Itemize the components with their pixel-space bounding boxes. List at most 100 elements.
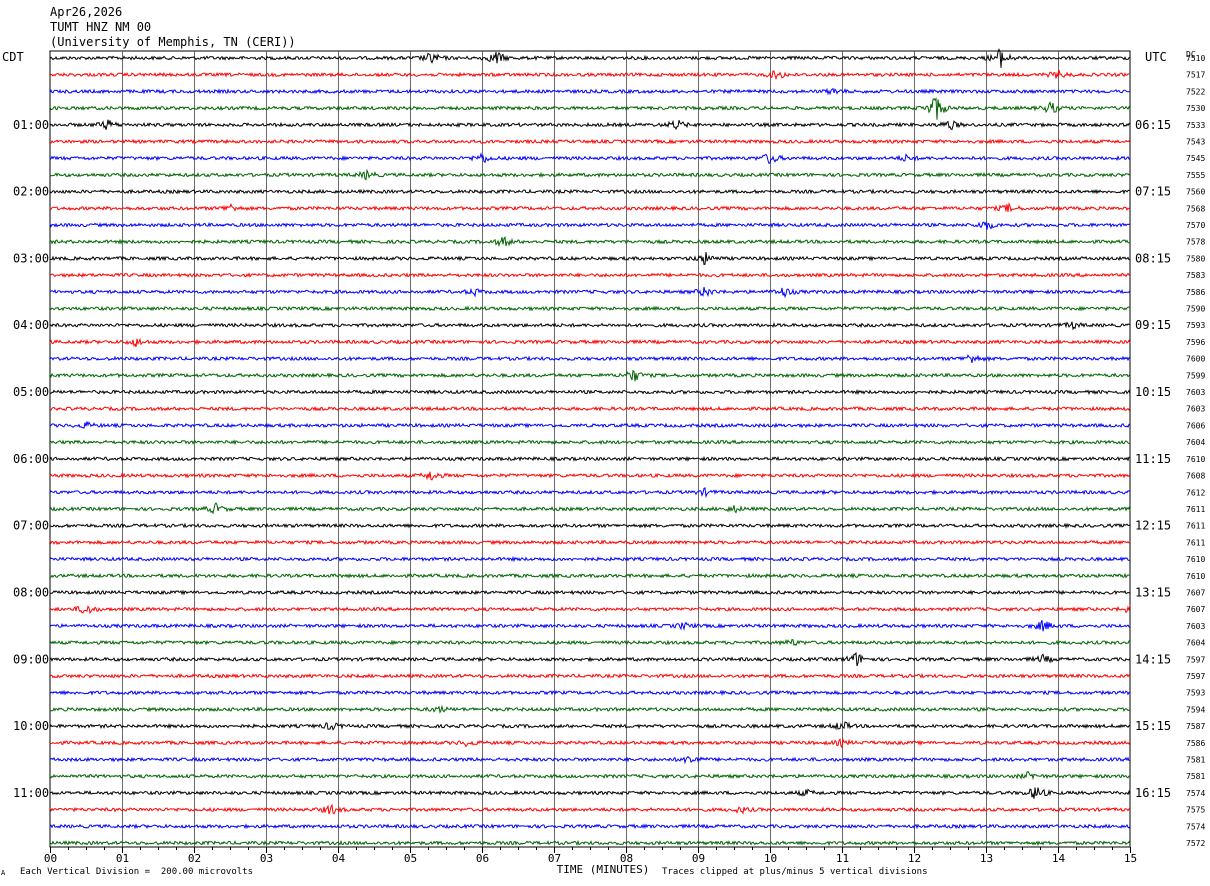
trace-line: [49, 787, 1131, 799]
cdt-hour-label: 06:00: [13, 452, 49, 466]
dc-offset-label: 7581: [1186, 772, 1205, 781]
dc-offset-label: 7610: [1186, 555, 1205, 564]
dc-offset-label: 7611: [1186, 522, 1205, 531]
dc-offset-label: 7607: [1186, 588, 1205, 597]
institution: (University of Memphis, TN (CERI)): [50, 35, 296, 49]
trace-line: [49, 388, 1131, 396]
dc-offset-label: 7586: [1186, 739, 1205, 748]
x-tick-label: 15: [1124, 852, 1137, 865]
dc-offset-label: 7560: [1186, 188, 1205, 197]
trace-line: [49, 48, 1131, 68]
trace-line: [49, 803, 1131, 815]
trace-line: [49, 152, 1131, 165]
trace-line: [49, 522, 1131, 529]
utc-hour-label: 08:15: [1135, 251, 1171, 265]
dc-offset-label: 7545: [1186, 154, 1205, 163]
utc-hour-label: 10:15: [1135, 385, 1171, 399]
dc-offset-label: 7603: [1186, 405, 1205, 414]
dc-offset-label: 7606: [1186, 421, 1205, 430]
cdt-hour-label: 01:00: [13, 118, 49, 132]
x-tick-label: 05: [404, 852, 417, 865]
dc-offset-label: 7597: [1186, 672, 1205, 681]
trace-line: [49, 119, 1131, 131]
x-axis-ticks: 00 01 02 03 04 05 06 07 08 09 10 11 12 13 14 15: [44, 847, 1137, 865]
dc-offset-label: 7593: [1186, 321, 1205, 330]
dc-offset-label: 7530: [1186, 104, 1205, 113]
dc-offset-label: 7594: [1186, 705, 1205, 714]
x-tick-label: 12: [908, 852, 921, 865]
dc-offset-label: 7587: [1186, 722, 1205, 731]
dc-label: DC: [1186, 50, 1196, 59]
dc-offset-label: 7570: [1186, 221, 1205, 230]
trace-line: [49, 87, 1131, 96]
dc-offset-label: 7517: [1186, 71, 1205, 80]
dc-offset-label: 7572: [1186, 839, 1205, 848]
trace-line: [49, 168, 1131, 181]
x-tick-label: 07: [548, 852, 561, 865]
trace-line: [49, 305, 1131, 312]
trace-line: [49, 236, 1131, 248]
x-axis-label: TIME (MINUTES): [557, 863, 650, 876]
x-tick-label: 08: [620, 852, 633, 865]
dc-offset-label: 7610: [1186, 572, 1205, 581]
trace-line: [49, 539, 1131, 546]
dc-offset-label: 7612: [1186, 488, 1205, 497]
dc-offset-label: 7597: [1186, 655, 1205, 664]
trace-line: [49, 620, 1131, 632]
dc-offset-label: 7586: [1186, 288, 1205, 297]
x-tick-label: 14: [1052, 852, 1066, 865]
utc-hour-label: 14:15: [1135, 652, 1171, 666]
trace-line: [49, 823, 1131, 830]
trace-line: [50, 251, 1131, 265]
trace-line: [49, 689, 1131, 696]
hour-labels: 7510 7517 7522 7530 7533 7543 7545 7555 7560 7568…: [13, 54, 1205, 848]
trace-line: [49, 188, 1130, 195]
trace-line: [49, 770, 1131, 781]
trace-line: [49, 755, 1131, 765]
trace-line: [49, 839, 1131, 847]
dc-offset-label: 7533: [1186, 121, 1205, 130]
cdt-label: CDT: [2, 50, 24, 64]
utc-hour-label: 06:15: [1135, 118, 1171, 132]
dc-offset-label: 7510: [1186, 54, 1205, 63]
dc-offset-label: 7604: [1186, 438, 1205, 447]
cdt-hour-label: 11:00: [13, 786, 49, 800]
x-tick-label: 06: [476, 852, 489, 865]
trace-line: [49, 354, 1131, 364]
cdt-hour-label: 04:00: [13, 318, 49, 332]
dc-offset-label: 7607: [1186, 605, 1205, 614]
dc-offset-label: 7593: [1186, 689, 1205, 698]
trace-line: [49, 421, 1131, 429]
x-tick-label: 03: [260, 852, 273, 865]
dc-offset-label: 7574: [1186, 789, 1205, 798]
utc-hour-label: 15:15: [1135, 719, 1171, 733]
seismic-traces: [49, 48, 1131, 847]
trace-line: [49, 69, 1131, 81]
trace-line: [49, 471, 1131, 481]
x-tick-label: 09: [692, 852, 705, 865]
trace-line: [49, 721, 1131, 731]
utc-hour-label: 11:15: [1135, 452, 1171, 466]
trace-line: [49, 672, 1131, 679]
x-tick-label: 04: [332, 852, 346, 865]
cdt-hour-label: 03:00: [13, 251, 49, 265]
dc-offset-label: 7581: [1186, 755, 1205, 764]
trace-line: [49, 737, 1131, 749]
trace-line: [49, 455, 1131, 462]
trace-line: [49, 651, 1131, 667]
dc-offset-label: 7603: [1186, 622, 1205, 631]
trace-line: [49, 638, 1131, 647]
trace-line: [49, 555, 1130, 563]
cdt-hour-label: 08:00: [13, 585, 49, 599]
dc-offset-label: 7574: [1186, 822, 1205, 831]
corner-mark: A: [1, 869, 6, 877]
dc-offset-label: 7555: [1186, 171, 1205, 180]
trace-line: [49, 502, 1131, 515]
dc-offset-label: 7603: [1186, 388, 1205, 397]
x-tick-label: 02: [188, 852, 201, 865]
dc-offset-label: 7580: [1186, 254, 1205, 263]
trace-line: [49, 337, 1131, 348]
dc-offset-label: 7590: [1186, 305, 1205, 314]
x-tick-label: 11: [836, 852, 849, 865]
x-tick-label: 13: [980, 852, 993, 865]
